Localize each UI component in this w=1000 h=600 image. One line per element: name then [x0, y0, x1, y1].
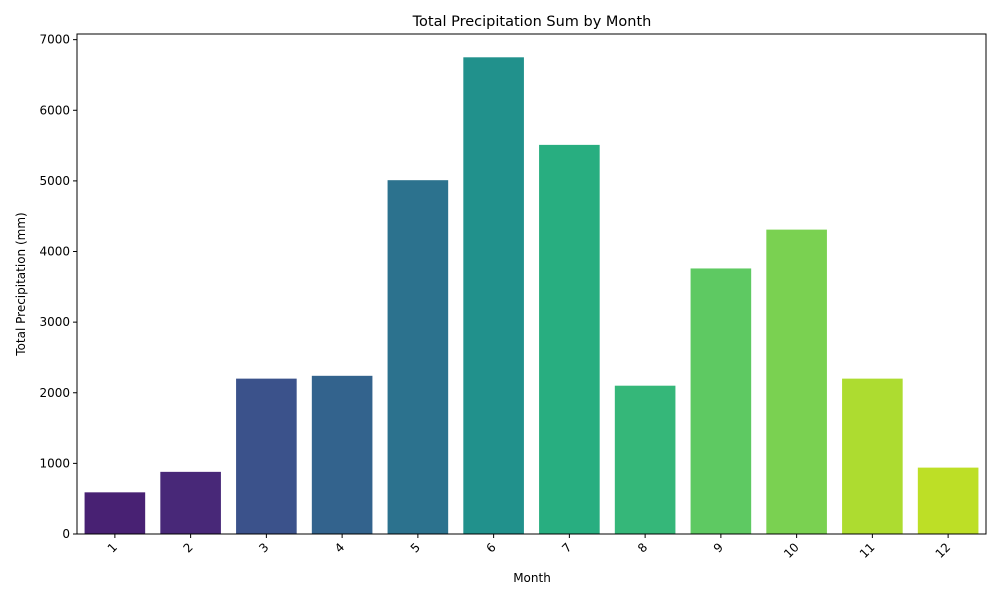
x-tick-label: 4 [332, 540, 347, 555]
x-tick-label: 7 [559, 540, 574, 555]
chart-title: Total Precipitation Sum by Month [412, 14, 652, 30]
bar-month-10 [766, 229, 827, 535]
y-tick-label: 5000 [39, 174, 70, 188]
y-axis-ticks: 0 1000 2000 3000 4000 5000 6000 7000 [39, 33, 77, 541]
bar-month-5 [387, 180, 449, 534]
y-tick-label: 2000 [39, 386, 70, 400]
bar-month-12 [917, 467, 979, 534]
bar-month-1 [84, 492, 146, 534]
x-tick-label: 11 [857, 540, 878, 561]
bar-month-6 [463, 57, 524, 534]
x-tick-label: 9 [711, 540, 726, 555]
x-tick-label: 8 [635, 540, 650, 555]
y-tick-label: 1000 [39, 456, 70, 470]
bars-group [84, 57, 979, 535]
y-tick-label: 3000 [39, 315, 70, 329]
x-tick-label: 1 [105, 540, 120, 555]
x-tick-label: 12 [933, 540, 954, 561]
bar-month-11 [842, 378, 903, 534]
bar-month-7 [539, 144, 600, 534]
y-tick-label: 7000 [39, 33, 70, 47]
bar-month-9 [690, 268, 752, 534]
y-tick-label: 0 [62, 527, 70, 541]
bar-month-8 [614, 385, 676, 534]
x-axis-label: Month [513, 571, 551, 585]
x-tick-label: 6 [483, 540, 498, 555]
y-tick-label: 4000 [39, 245, 70, 259]
x-tick-label: 10 [781, 540, 802, 561]
bar-month-4 [311, 375, 373, 534]
x-tick-label: 5 [408, 540, 423, 555]
plot-frame [76, 33, 987, 535]
y-tick-label: 6000 [39, 103, 70, 117]
x-tick-label: 2 [180, 540, 195, 555]
x-axis-ticks: 1 2 3 4 5 6 7 8 9 10 11 12 [105, 534, 954, 561]
y-axis-label: Total Precipitation (mm) [14, 212, 28, 356]
bar-month-3 [236, 378, 297, 534]
bar-month-2 [160, 471, 221, 534]
x-tick-label: 3 [256, 540, 271, 555]
